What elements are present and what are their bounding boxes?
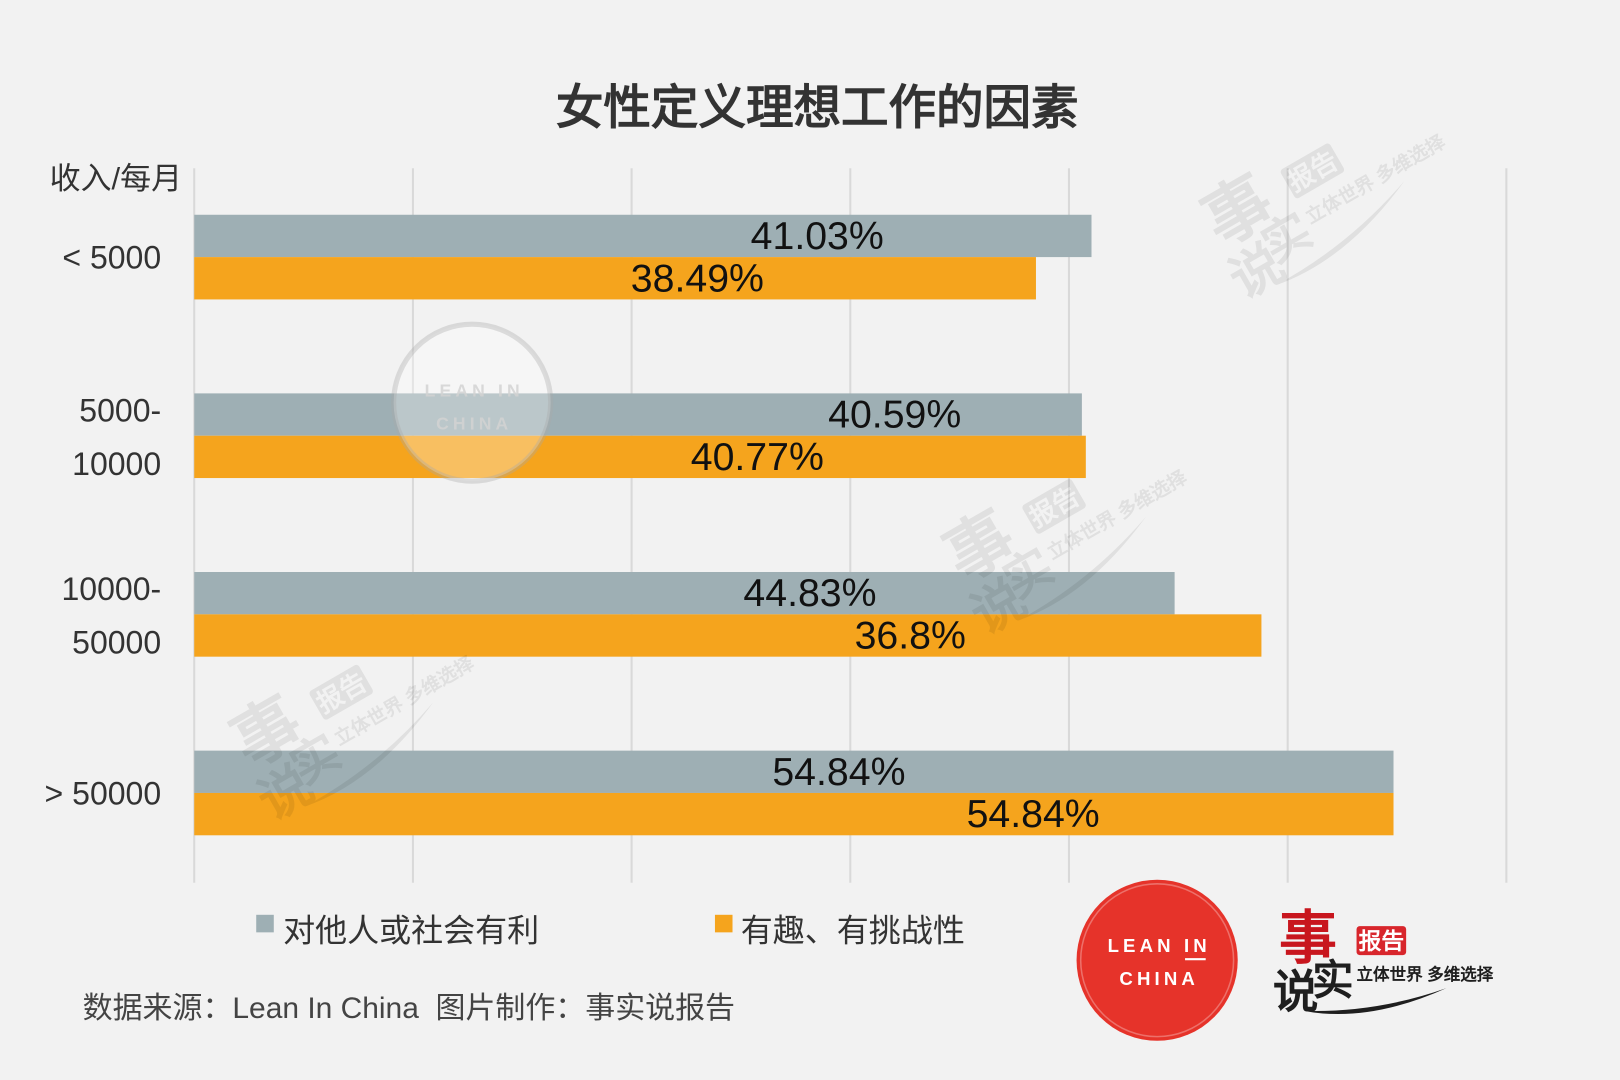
watermark-badge bbox=[1022, 479, 1086, 534]
category-labels: < 5000 5000-10000 10000-50000 > 50000 bbox=[45, 239, 162, 811]
data-label-interest: 54.84% bbox=[967, 792, 1100, 836]
legend-item-society: 对他人或社会有利 bbox=[256, 913, 539, 949]
lean-in-logo-line2: CHINA bbox=[1119, 968, 1199, 989]
legend: 对他人或社会有利 有趣、有挑战性 bbox=[256, 913, 965, 949]
y-axis-title: 收入/每月 bbox=[50, 161, 183, 196]
brand-badge bbox=[1356, 926, 1407, 956]
lean-in-watermark: LEAN IN CHINA bbox=[391, 321, 554, 484]
lean-in-logo-ring bbox=[1079, 883, 1235, 1038]
data-labels: 41.03%38.49% 40.59%40.77% 44.83%36.8% 54.84… bbox=[631, 214, 1100, 836]
data-label-interest: 38.49% bbox=[631, 256, 764, 300]
lean-in-watermark-line2: CHINA bbox=[436, 414, 512, 434]
lean-in-logo-circle bbox=[1076, 879, 1238, 1041]
brand-char-shi: 事 bbox=[1279, 906, 1337, 971]
legend-swatch-interest bbox=[714, 914, 733, 933]
data-label-society: 44.83% bbox=[743, 571, 876, 615]
data-label-society: 54.84% bbox=[772, 750, 905, 794]
brand-char-shi2: 实 bbox=[1312, 957, 1353, 1003]
category-label: 10000-50000 bbox=[62, 571, 162, 661]
bar-interest bbox=[194, 792, 1394, 836]
bar-society bbox=[194, 393, 1082, 436]
bar-society bbox=[194, 572, 1175, 615]
lean-in-watermark-line1: LEAN IN bbox=[425, 380, 524, 400]
category-label: 5000-10000 bbox=[72, 392, 161, 482]
lean-in-watermark-circle bbox=[391, 321, 554, 484]
watermark-badge bbox=[1280, 143, 1345, 199]
bars bbox=[194, 214, 1394, 836]
brand-brush-swoosh bbox=[1303, 988, 1447, 1015]
bar-interest bbox=[194, 257, 1036, 300]
lean-in-logo-line1: LEAN IN bbox=[1108, 935, 1211, 956]
bar-society bbox=[194, 750, 1394, 793]
legend-label-interest: 有趣、有挑战性 bbox=[741, 913, 965, 949]
category-label: > 50000 bbox=[45, 775, 162, 811]
data-label-interest: 40.77% bbox=[691, 435, 824, 479]
data-label-society: 40.59% bbox=[828, 393, 961, 437]
data-label-interest: 36.8% bbox=[855, 614, 966, 658]
category-label: < 5000 bbox=[62, 239, 161, 275]
bar-interest bbox=[194, 614, 1262, 657]
bar-interest bbox=[194, 435, 1086, 479]
chart-title: 女性定义理想工作的因素 bbox=[556, 82, 1079, 135]
legend-item-interest: 有趣、有挑战性 bbox=[714, 913, 965, 949]
legend-label-society: 对他人或社会有利 bbox=[283, 913, 539, 949]
brand-badge-text: 报告 bbox=[1359, 928, 1404, 954]
brand-char-shuo: 说 bbox=[1273, 968, 1318, 1018]
source-credit: 数据来源：Lean In China 图片制作：事实说报告 bbox=[83, 992, 735, 1025]
legend-swatch-society bbox=[256, 914, 274, 933]
watermark-badge bbox=[309, 664, 373, 720]
brand-slogan: 立体世界 多维选择 bbox=[1357, 964, 1494, 984]
bar-society bbox=[194, 214, 1092, 258]
data-label-society: 41.03% bbox=[751, 214, 884, 258]
lean-in-china-logo: LEAN IN CHINA bbox=[1076, 879, 1238, 1041]
